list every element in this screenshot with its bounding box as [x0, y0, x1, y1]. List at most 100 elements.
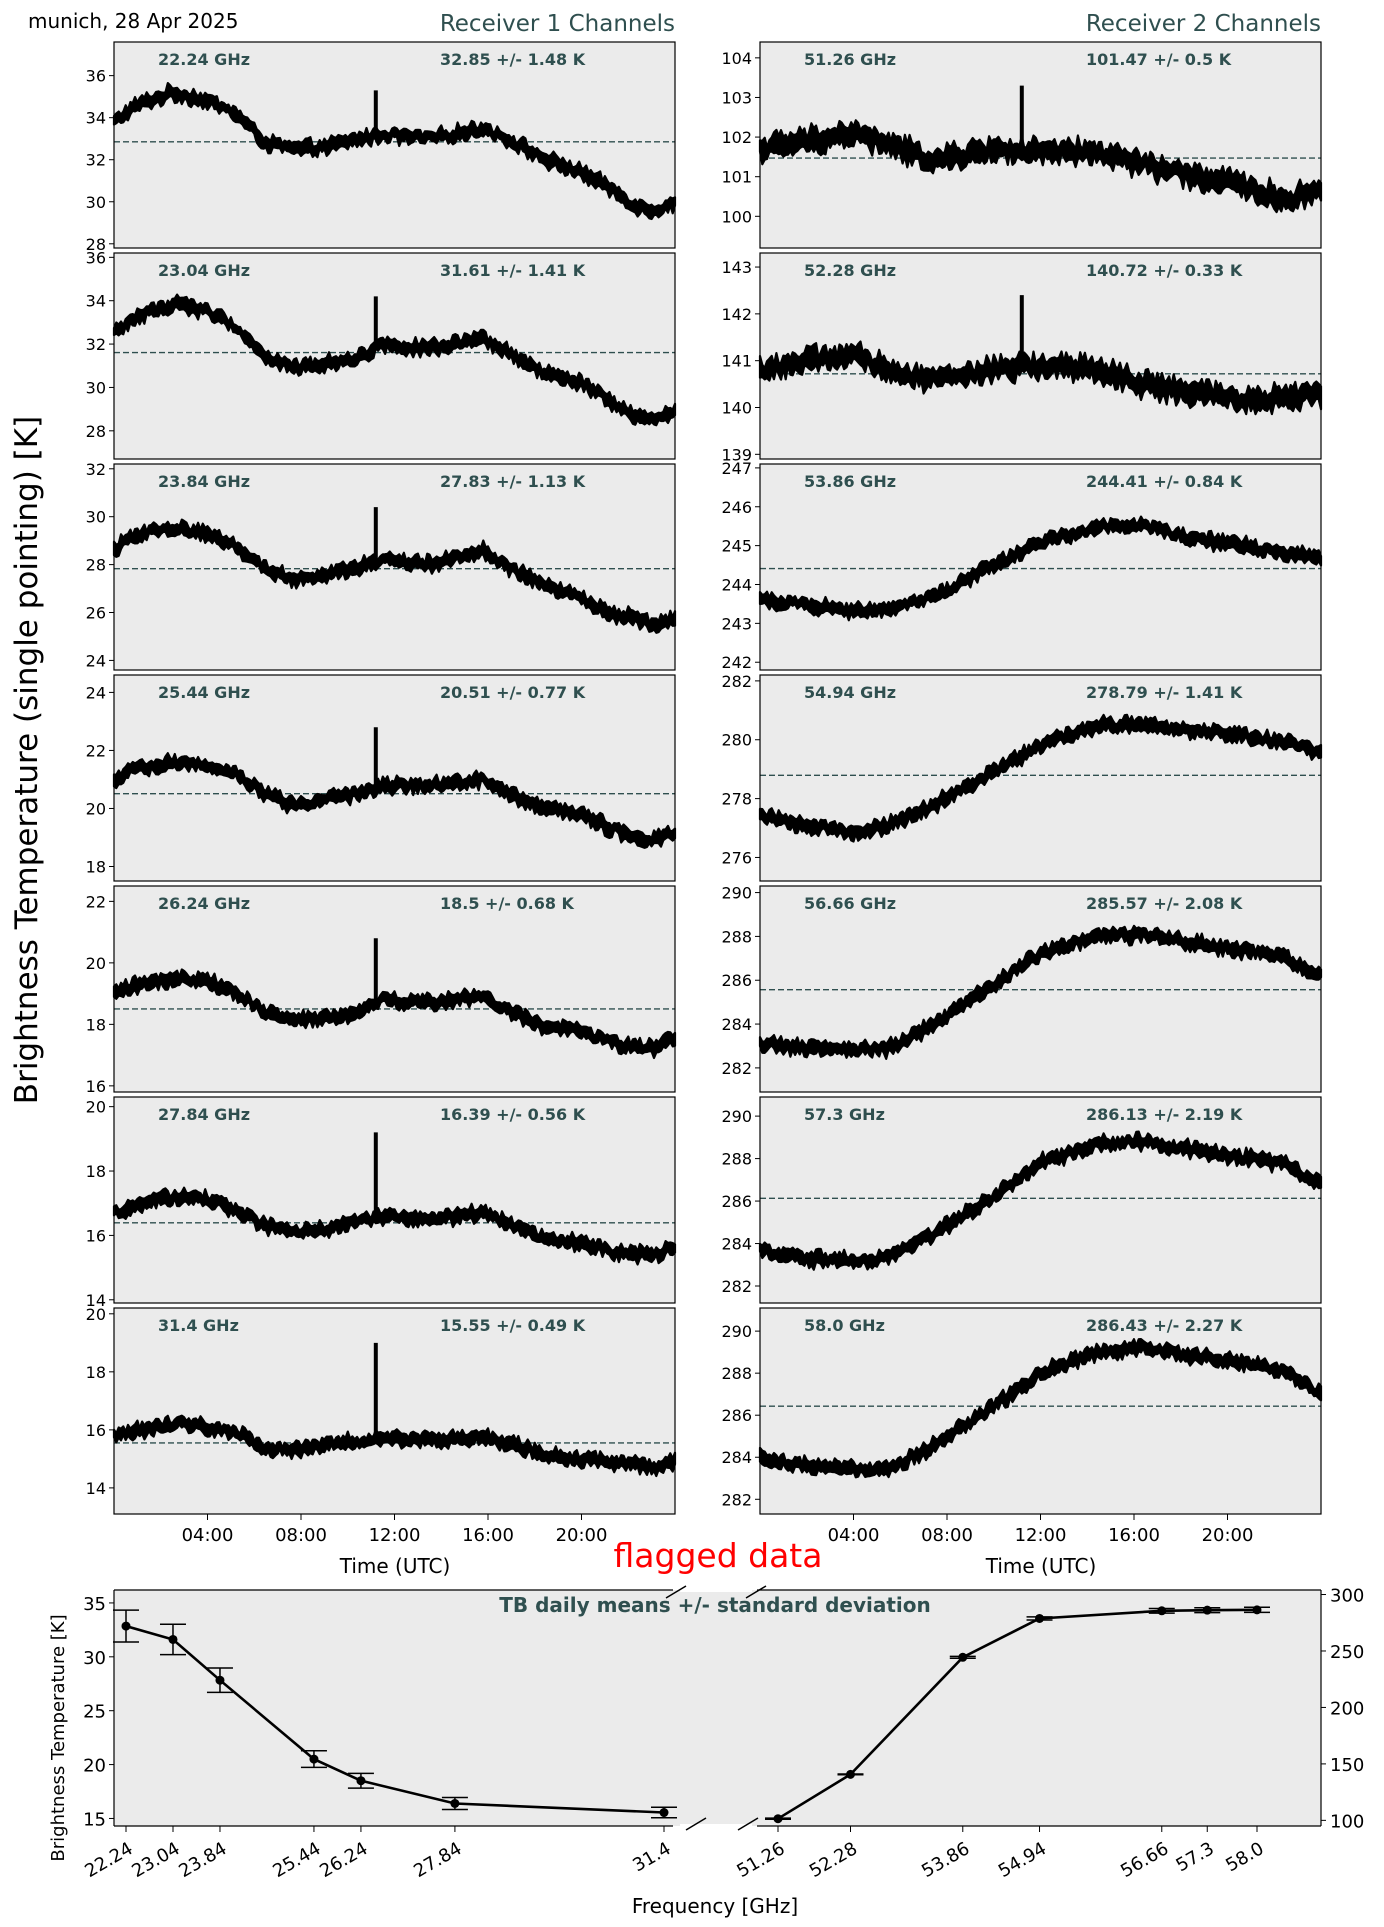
- summary-ylabel: Brightness Temperature [K]: [48, 1614, 69, 1861]
- y-tick-label: 30: [86, 378, 106, 397]
- y-tick-label: 30: [86, 508, 106, 527]
- r2-panel-2: 242 243 244 245 246 247 53.86 GHz 244.41 +/- 0.…: [721, 459, 1323, 672]
- channel-stats-label: 20.51 +/- 0.77 K: [440, 683, 586, 702]
- location-date: munich, 28 Apr 2025: [28, 9, 238, 33]
- y-tick-label: 243: [721, 614, 752, 633]
- channel-frequency-label: 56.66 GHz: [804, 894, 896, 913]
- channel-frequency-label: 23.84 GHz: [158, 472, 250, 491]
- frequency-tick-label: 51.26: [733, 1838, 788, 1882]
- mean-point: [1202, 1605, 1212, 1615]
- y-tick-label: 282: [721, 1490, 752, 1509]
- y-tick-label: 25: [83, 1702, 106, 1723]
- y-tick-label-right: 150: [1330, 1755, 1364, 1776]
- panel-frame: [113, 674, 676, 882]
- y-tick-label: 36: [86, 67, 106, 86]
- channel-frequency-label: 53.86 GHz: [804, 472, 896, 491]
- y-tick-label: 284: [721, 1235, 752, 1254]
- y-tick-label: 139: [721, 445, 752, 464]
- y-tick-label: 102: [721, 128, 752, 147]
- y-tick-label: 100: [721, 207, 752, 226]
- channel-frequency-label: 22.24 GHz: [158, 50, 250, 69]
- r2-panel-6: 282 284 286 288 290 58.0 GHz 286.43 +/- 2.27 K…: [721, 1307, 1323, 1546]
- y-tick-label: 242: [721, 653, 752, 672]
- mean-point: [1252, 1605, 1262, 1615]
- y-tick-label: 36: [86, 248, 106, 267]
- axis-break-mask-top: [680, 1580, 752, 1592]
- time-axis-label-right: Time (UTC): [985, 1554, 1097, 1578]
- y-tick-label: 28: [86, 422, 106, 441]
- y-tick-label: 16: [86, 1421, 106, 1440]
- y-tick-label: 32: [86, 151, 106, 170]
- summary-title: TB daily means +/- standard deviation: [499, 1593, 931, 1617]
- x-tick-label: 16:00: [462, 1525, 514, 1546]
- y-tick-label: 14: [86, 1479, 106, 1498]
- channel-stats-label: 285.57 +/- 2.08 K: [1086, 894, 1243, 913]
- x-tick-label: 12:00: [1015, 1525, 1067, 1546]
- y-tick-label: 20: [86, 1098, 106, 1117]
- panel-background: [760, 675, 1321, 881]
- frequency-tick-label: 52.28: [806, 1838, 861, 1882]
- y-tick-label: 282: [721, 672, 752, 691]
- x-tick-label: 04:00: [182, 1525, 234, 1546]
- y-tick-label: 30: [83, 1648, 106, 1669]
- frequency-tick-label: 22.24: [81, 1838, 136, 1882]
- channel-stats-label: 15.55 +/- 0.49 K: [440, 1316, 586, 1335]
- mean-point: [215, 1675, 225, 1685]
- x-tick-label: 08:00: [275, 1525, 327, 1546]
- y-tick-label: 22: [86, 892, 106, 911]
- panel-frame: [759, 463, 1322, 671]
- channel-frequency-label: 54.94 GHz: [804, 683, 896, 702]
- summary-background: [114, 1590, 1321, 1826]
- y-tick-label: 290: [721, 1107, 752, 1126]
- y-tick-label: 24: [86, 651, 106, 670]
- y-tick-label: 20: [86, 1305, 106, 1324]
- y-tick-label: 20: [86, 799, 106, 818]
- y-tick-label: 286: [721, 1406, 752, 1425]
- y-tick-label: 141: [721, 352, 752, 371]
- panel-background: [760, 1097, 1321, 1303]
- frequency-tick-label: 31.4: [629, 1838, 674, 1876]
- channel-stats-label: 31.61 +/- 1.41 K: [440, 261, 586, 280]
- y-tick-label: 288: [721, 1364, 752, 1383]
- y-tick-label: 34: [86, 292, 106, 311]
- y-tick-label: 32: [86, 460, 106, 479]
- panel-background: [114, 886, 675, 1092]
- summary-xlabel: Frequency [GHz]: [632, 1894, 798, 1918]
- frequency-tick-label: 57.3: [1173, 1838, 1218, 1876]
- y-tick-label: 35: [83, 1594, 106, 1615]
- r2-panel-3: 276 278 280 282 54.94 GHz 278.79 +/- 1.41 K: [721, 672, 1323, 882]
- x-tick-label: 08:00: [921, 1525, 973, 1546]
- y-tick-label-right: 300: [1330, 1586, 1364, 1607]
- y-tick-label: 18: [86, 1015, 106, 1034]
- channel-stats-label: 286.43 +/- 2.27 K: [1086, 1316, 1243, 1335]
- y-tick-label: 34: [86, 109, 106, 128]
- mean-point: [958, 1652, 968, 1662]
- channel-frequency-label: 31.4 GHz: [158, 1316, 239, 1335]
- y-tick-label: 16: [86, 1077, 106, 1096]
- y-tick-label: 30: [86, 193, 106, 212]
- y-tick-label: 28: [86, 556, 106, 575]
- frequency-tick-label: 23.84: [175, 1838, 230, 1882]
- y-tick-label: 20: [83, 1756, 106, 1777]
- r1-panel-1: 28 30 32 34 36 23.04 GHz 31.61 +/- 1.41 K: [86, 248, 677, 460]
- channel-frequency-label: 26.24 GHz: [158, 894, 250, 913]
- r1-panel-0: 28 30 32 34 36 22.24 GHz 32.85 +/- 1.48 K: [86, 41, 677, 254]
- axis-break-mark: [665, 1585, 687, 1599]
- panel-frame: [759, 885, 1322, 1093]
- channel-frequency-label: 58.0 GHz: [804, 1316, 885, 1335]
- mean-point: [356, 1776, 366, 1786]
- panel-frame: [759, 674, 1322, 882]
- frequency-tick-label: 27.84: [410, 1838, 465, 1882]
- y-tick-label-right: 250: [1330, 1642, 1364, 1663]
- y-tick-label: 290: [721, 1322, 752, 1341]
- y-tick-label: 24: [86, 683, 106, 702]
- r1-panel-5: 14 16 18 20 27.84 GHz 16.39 +/- 0.56 K: [86, 1096, 677, 1310]
- channel-frequency-label: 52.28 GHz: [804, 261, 896, 280]
- channel-stats-label: 278.79 +/- 1.41 K: [1086, 683, 1243, 702]
- y-tick-label: 103: [721, 88, 752, 107]
- panel-frame: [113, 1096, 676, 1304]
- panel-background: [760, 464, 1321, 670]
- mean-point: [845, 1769, 855, 1779]
- channel-stats-label: 101.47 +/- 0.5 K: [1086, 50, 1232, 69]
